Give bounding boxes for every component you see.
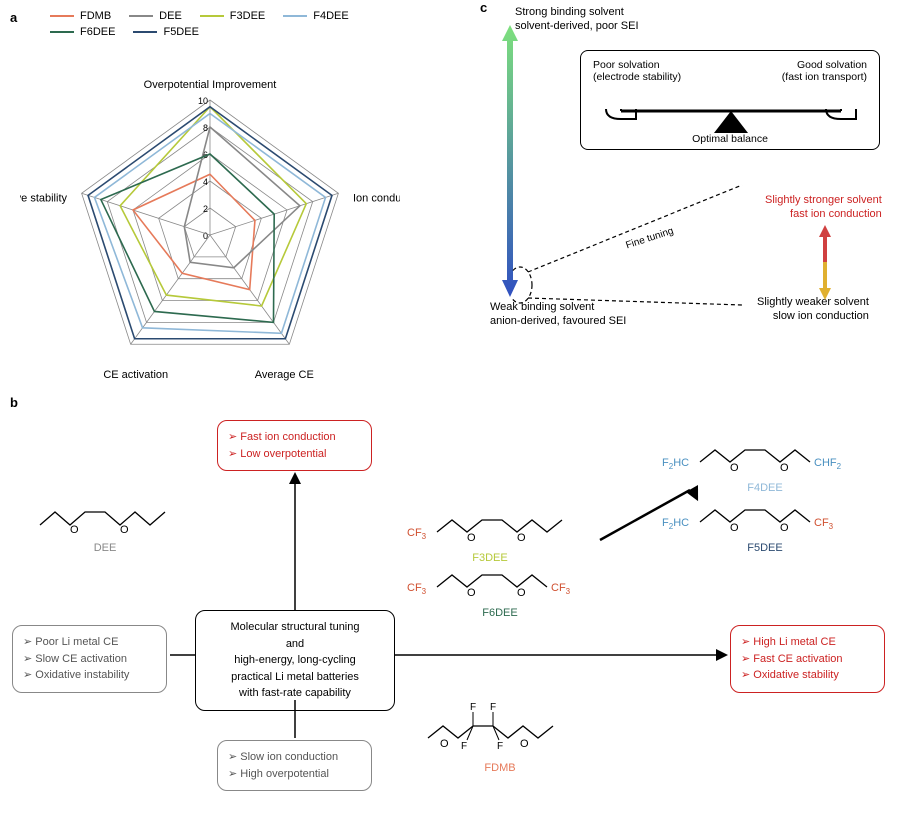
svg-text:Overpotential Improvement: Overpotential Improvement bbox=[144, 79, 277, 91]
f5dee-name: F5DEE bbox=[660, 542, 870, 554]
f4dee-name: F4DEE bbox=[660, 482, 870, 494]
mol-f4dee: O O F2HC CHF2 F4DEE bbox=[660, 440, 870, 494]
fdmb-structure: O O F F F F bbox=[420, 700, 580, 755]
svg-text:CF3: CF3 bbox=[407, 527, 427, 541]
legend-item: F5DEE bbox=[133, 26, 198, 38]
svg-text:CF3: CF3 bbox=[407, 582, 427, 596]
svg-text:F: F bbox=[461, 741, 467, 752]
panel-c-label: c bbox=[480, 0, 487, 15]
mol-f6dee: O O CF3 CF3 F6DEE bbox=[405, 565, 595, 619]
svg-text:O: O bbox=[780, 462, 789, 474]
f3dee-name: F3DEE bbox=[405, 552, 575, 564]
fdmb-name: FDMB bbox=[420, 762, 580, 774]
svg-text:O: O bbox=[517, 532, 526, 544]
svg-text:F: F bbox=[490, 702, 496, 713]
svg-text:4: 4 bbox=[203, 177, 208, 187]
svg-text:F2HC: F2HC bbox=[662, 457, 689, 471]
legend-item: DEE bbox=[129, 10, 182, 22]
svg-text:CE activation: CE activation bbox=[103, 369, 168, 381]
radar-chart: 0246810Overpotential ImprovementIon cond… bbox=[20, 40, 400, 395]
svg-text:10: 10 bbox=[198, 96, 208, 106]
svg-text:F2HC: F2HC bbox=[662, 517, 689, 531]
balance-box: Poor solvation(electrode stability) Good… bbox=[580, 50, 880, 150]
legend-item: F4DEE bbox=[283, 10, 348, 22]
ft-bottom-text: Slightly weaker solventslow ion conducti… bbox=[757, 295, 869, 324]
legend-item: F3DEE bbox=[200, 10, 265, 22]
f4dee-structure: O O F2HC CHF2 bbox=[660, 440, 870, 475]
ft-top-text: Slightly stronger solventfast ion conduc… bbox=[765, 193, 882, 222]
balance-right: Good solvation(fast ion transport) bbox=[782, 59, 867, 83]
svg-text:F: F bbox=[470, 702, 476, 713]
svg-text:O: O bbox=[520, 738, 529, 750]
svg-text:Ion conduction: Ion conduction bbox=[353, 192, 400, 204]
f5dee-structure: O O F2HC CF3 bbox=[660, 500, 870, 535]
panel-b: ➢ Poor Li metal CE➢ Slow CE activation➢ … bbox=[0, 400, 898, 815]
ft-arrow bbox=[815, 225, 835, 300]
f6dee-structure: O O CF3 CF3 bbox=[405, 565, 595, 600]
svg-text:O: O bbox=[467, 532, 476, 544]
panel-c: Strong binding solventsolvent-derived, p… bbox=[490, 5, 890, 340]
legend-item: F6DEE bbox=[50, 26, 115, 38]
svg-text:F: F bbox=[497, 741, 503, 752]
balance-bottom: Optimal balance bbox=[581, 133, 879, 145]
svg-text:O: O bbox=[70, 524, 79, 535]
svg-text:O: O bbox=[730, 462, 739, 474]
mol-f5dee: O O F2HC CF3 F5DEE bbox=[660, 500, 870, 554]
balance-left: Poor solvation(electrode stability) bbox=[593, 59, 681, 83]
svg-text:O: O bbox=[517, 587, 526, 599]
dee-structure: O O bbox=[35, 500, 175, 535]
svg-text:O: O bbox=[730, 522, 739, 534]
legend: FDMB DEE F3DEE F4DEE F6DEE F5DEE bbox=[50, 10, 390, 42]
svg-text:O: O bbox=[780, 522, 789, 534]
strong-binding-text: Strong binding solventsolvent-derived, p… bbox=[515, 5, 639, 34]
dee-name: DEE bbox=[35, 542, 175, 554]
svg-text:CF3: CF3 bbox=[551, 582, 571, 596]
svg-text:Average CE: Average CE bbox=[255, 369, 314, 381]
f6dee-name: F6DEE bbox=[405, 607, 595, 619]
svg-text:Oxidative stability: Oxidative stability bbox=[20, 192, 67, 204]
mol-f3dee: O O CF3 F3DEE bbox=[405, 510, 575, 564]
panel-a-label: a bbox=[10, 10, 17, 25]
svg-text:CF3: CF3 bbox=[814, 517, 834, 531]
svg-text:0: 0 bbox=[203, 231, 208, 241]
legend-item: FDMB bbox=[50, 10, 111, 22]
balance-icon bbox=[581, 81, 881, 141]
svg-text:2: 2 bbox=[203, 204, 208, 214]
svg-text:8: 8 bbox=[203, 123, 208, 133]
f3dee-structure: O O CF3 bbox=[405, 510, 575, 545]
svg-text:O: O bbox=[120, 524, 129, 535]
svg-text:O: O bbox=[440, 738, 449, 750]
svg-text:CHF2: CHF2 bbox=[814, 457, 842, 471]
mol-fdmb: O O F F F F FDMB bbox=[420, 700, 580, 774]
svg-text:O: O bbox=[467, 587, 476, 599]
mol-dee: O O DEE bbox=[35, 500, 175, 554]
